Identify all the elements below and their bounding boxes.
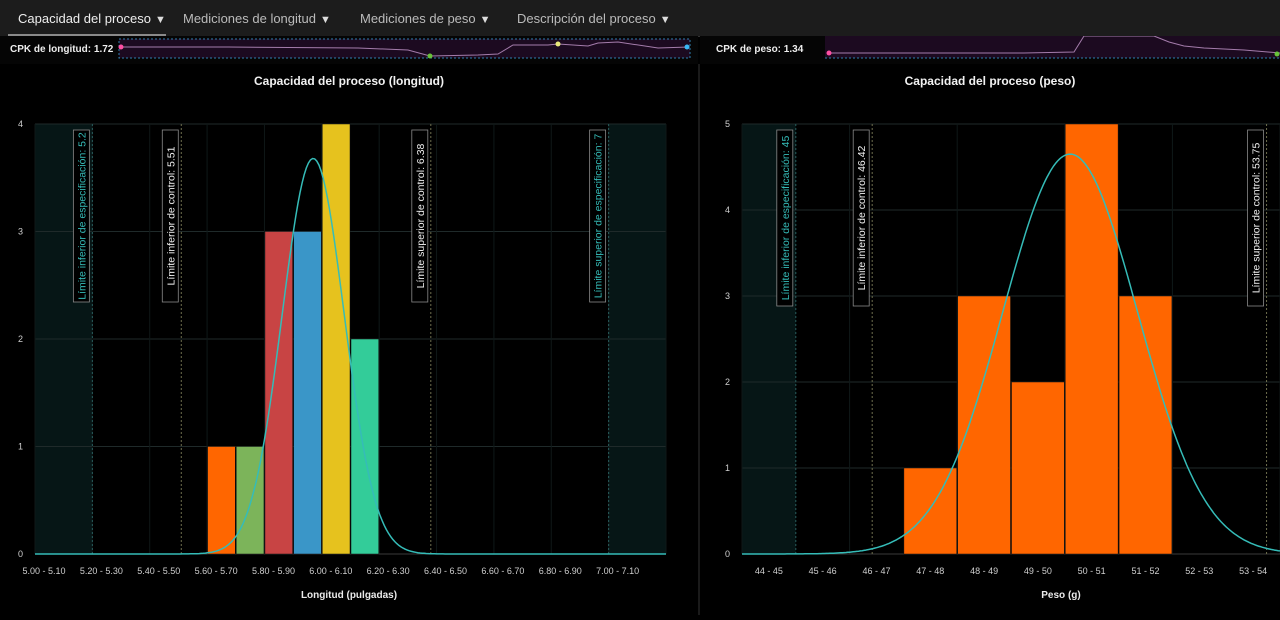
tab-mediciones-de-peso[interactable]: Mediciones de peso ▼ — [360, 0, 491, 36]
chevron-down-icon: ▼ — [319, 14, 331, 26]
x-tick-label: 6.00 - 6.10 — [309, 566, 352, 576]
x-tick-label: 48 - 49 — [970, 566, 998, 576]
tab-label: Capacidad del proceso — [18, 11, 151, 26]
spec-limit-label: Límite superior de especificación: 7 — [593, 134, 605, 299]
x-tick-label: 6.20 - 6.30 — [367, 566, 410, 576]
spec-limit-label: Límite inferior de especificación: 5.2 — [76, 132, 88, 300]
tab-bar: Capacidad del proceso ▼ Mediciones de lon… — [0, 0, 1280, 37]
y-tick-label: 1 — [18, 442, 23, 452]
x-tick-label: 6.80 - 6.90 — [539, 566, 582, 576]
cpk-peso-label: CPK de peso: 1.34 — [716, 44, 804, 55]
spec-limit-label: Límite inferior de especificación: 45 — [780, 136, 792, 301]
spec-limit-label-box — [589, 129, 607, 303]
x-tick-label: 53 - 54 — [1239, 566, 1267, 576]
control-limit-label-box — [411, 129, 429, 303]
histogram-bar — [264, 231, 293, 555]
control-limit-label-box — [1247, 129, 1264, 307]
control-limit-label: Límite inferior de control: 46.42 — [856, 145, 868, 290]
y-tick-label: 4 — [18, 119, 23, 129]
x-tick-label: 6.40 - 6.50 — [424, 566, 467, 576]
y-tick-label: 3 — [18, 227, 23, 237]
normal-curve — [742, 153, 1280, 555]
chevron-down-icon: ▼ — [479, 14, 491, 26]
chart-panel-peso: Capacidad del proceso (peso) 0 1 2 3 4 5 Límit… — [700, 64, 1280, 615]
chart-panel-longitud: Capacidad del proceso (longitud) 0 1 2 3 4 Lí… — [0, 64, 698, 615]
tab-capacidad-del-proceso[interactable]: Capacidad del proceso ▼ — [8, 0, 166, 36]
histogram-bar — [207, 446, 236, 555]
tab-label: Mediciones de peso — [360, 11, 476, 26]
tab-descripcion-del-proceso[interactable]: Descripción del proceso ▼ — [517, 0, 671, 36]
x-tick-label: 7.00 - 7.10 — [596, 566, 639, 576]
histogram-bar — [1011, 381, 1065, 555]
x-tick-label: 5.40 - 5.50 — [137, 566, 180, 576]
control-limit-label-box — [852, 129, 870, 307]
x-tick-label: 52 - 53 — [1185, 566, 1213, 576]
x-tick-label: 5.00 - 5.10 — [22, 566, 65, 576]
control-limit-label: Límite superior de control: 53.75 — [1251, 143, 1263, 294]
histogram-bar — [1118, 295, 1173, 555]
x-tick-label: 5.20 - 5.30 — [80, 566, 123, 576]
chevron-down-icon: ▼ — [659, 14, 671, 26]
panel-divider — [698, 64, 700, 615]
spec-limit-label-box — [72, 129, 90, 303]
normal-curve — [35, 157, 666, 555]
x-tick-label: 6.60 - 6.70 — [481, 566, 524, 576]
y-tick-label: 1 — [725, 463, 730, 473]
x-tick-label: 49 - 50 — [1024, 566, 1052, 576]
histogram-peso: 0 1 2 3 4 5 Límite inferior de especificación:… — [725, 119, 1280, 601]
y-tick-label: 3 — [725, 291, 730, 301]
x-tick-label: 51 - 52 — [1131, 566, 1159, 576]
y-tick-label: 0 — [725, 549, 730, 559]
cpk-peso-sparkline — [825, 36, 1280, 59]
control-limit-label: Límite superior de control: 6.38 — [415, 143, 427, 288]
histogram-longitud: 0 1 2 3 4 Límite inferior de especificación: … — [18, 119, 667, 601]
x-tick-label: 46 - 47 — [862, 566, 890, 576]
x-tick-label: 47 - 48 — [916, 566, 944, 576]
chevron-down-icon: ▼ — [154, 14, 166, 26]
y-tick-label: 4 — [725, 205, 730, 215]
x-axis-label: Longitud (pulgadas) — [301, 590, 397, 601]
control-limit-label: Límite inferior de control: 5.51 — [165, 146, 177, 285]
x-tick-label: 50 - 51 — [1078, 566, 1106, 576]
histogram-bar — [903, 467, 957, 555]
kpi-longitud: CPK de longitud: 1.72 — [0, 36, 698, 64]
histogram-bar — [350, 338, 379, 555]
tab-mediciones-de-longitud[interactable]: Mediciones de longitud ▼ — [183, 0, 331, 36]
x-tick-label: 44 - 45 — [755, 566, 783, 576]
chart-title: Capacidad del proceso (peso) — [904, 74, 1076, 88]
cpk-longitud-label: CPK de longitud: 1.72 — [10, 44, 114, 55]
y-tick-label: 2 — [725, 377, 730, 387]
y-tick-label: 5 — [725, 119, 730, 129]
cpk-longitud-sparkline — [118, 38, 691, 59]
y-tick-label: 2 — [18, 334, 23, 344]
x-tick-label: 5.80 - 5.90 — [252, 566, 295, 576]
histogram-bar — [957, 295, 1011, 555]
spec-limit-label-box — [776, 129, 794, 307]
histogram-bar — [1065, 123, 1119, 555]
kpi-peso: CPK de peso: 1.34 — [700, 36, 1280, 64]
tab-label: Descripción del proceso — [517, 11, 656, 26]
x-axis-label: Peso (g) — [1041, 590, 1080, 601]
tab-label: Mediciones de longitud — [183, 11, 316, 26]
x-tick-label: 5.60 - 5.70 — [195, 566, 238, 576]
y-tick-label: 0 — [18, 549, 23, 559]
x-tick-label: 45 - 46 — [809, 566, 837, 576]
histogram-bar — [322, 123, 351, 555]
control-limit-label-box — [161, 129, 179, 303]
histogram-bar — [293, 231, 322, 555]
chart-title: Capacidad del proceso (longitud) — [253, 74, 444, 88]
